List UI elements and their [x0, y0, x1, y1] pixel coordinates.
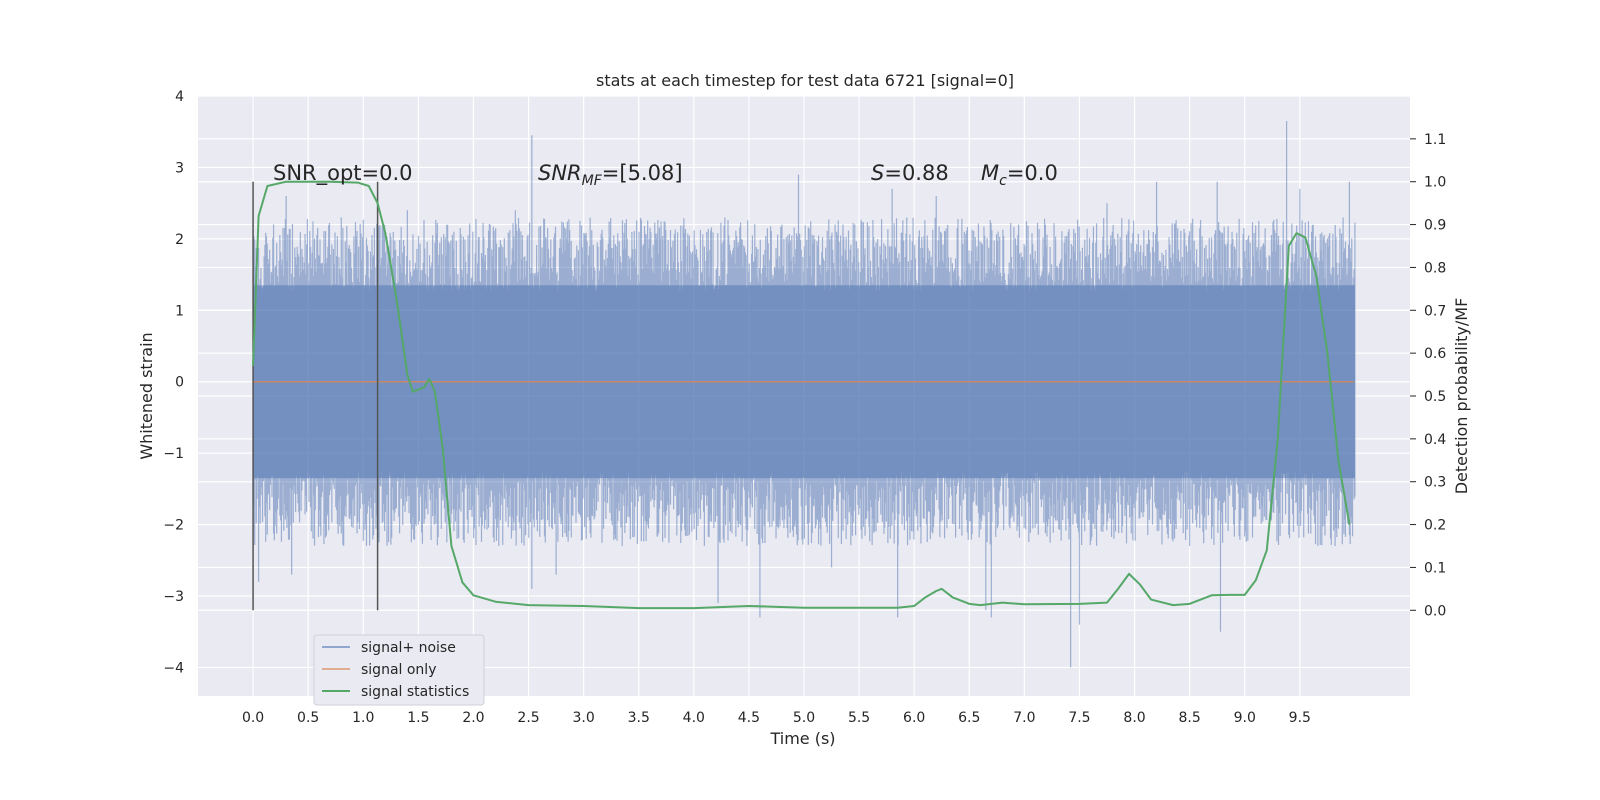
y-tick-label: 0: [175, 375, 184, 391]
annotation-snr-opt: SNR_opt=0.0: [273, 161, 413, 186]
x-tick-label: 1.5: [407, 710, 429, 726]
annotation-mc: Mc=0.0: [981, 161, 1058, 189]
y2-tick-label: 0.3: [1424, 475, 1446, 491]
x-tick-label: 0.0: [242, 710, 264, 726]
x-tick-label: 7.5: [1068, 710, 1090, 726]
y-tick-labels: −4 −3 −2 −1 0 1 2 3 4: [163, 89, 184, 676]
legend: signal+ noise signal only signal statist…: [313, 634, 485, 706]
y2-tick-labels: 0.0 0.1 0.2 0.3 0.4 0.5 0.6 0.7 0.8 0.9 1.0 1.1: [1410, 132, 1446, 619]
annotation-mc-var: M: [981, 161, 999, 185]
annotation-mc-value: =0.0: [1007, 161, 1058, 185]
legend-label-signal-plus-noise: signal+ noise: [361, 640, 456, 656]
x-tick-label: 2.0: [462, 710, 484, 726]
y2-tick-label: 0.9: [1424, 218, 1446, 234]
y-tick-label: 1: [175, 303, 184, 319]
annotation-s: S=0.88: [871, 161, 949, 185]
y2-tick-label: 0.0: [1424, 603, 1446, 619]
y-tick-label: 4: [175, 89, 184, 105]
annotation-snr-mf-value: =[5.08]: [602, 161, 683, 185]
legend-box: [313, 634, 485, 706]
x-tick-label: 8.0: [1123, 710, 1145, 726]
y-tick-label: −1: [163, 446, 184, 462]
x-tick-label: 5.0: [793, 710, 815, 726]
y2-tick-label: 0.6: [1424, 346, 1446, 362]
y-tick-label: 3: [175, 160, 184, 176]
x-tick-label: 0.5: [297, 710, 319, 726]
y2-tick-label: 1.1: [1424, 132, 1446, 148]
y2-tick-label: 0.5: [1424, 389, 1446, 405]
x-tick-label: 6.0: [903, 710, 925, 726]
y-tick-label: −3: [163, 589, 184, 605]
y2-tick-label: 0.8: [1424, 260, 1446, 276]
annotation-s-value: =0.88: [884, 161, 948, 185]
y2-tick-label: 0.2: [1424, 518, 1446, 534]
legend-label-signal-only: signal only: [361, 662, 436, 678]
y2-axis-label: Detection probability/MF: [1452, 298, 1471, 495]
x-tick-label: 3.0: [573, 710, 595, 726]
annotation-snr-mf-sub: MF: [582, 173, 603, 189]
legend-label-signal-statistics: signal statistics: [361, 684, 469, 700]
x-tick-label: 5.5: [848, 710, 870, 726]
y-tick-label: −2: [163, 518, 184, 534]
annotation-s-var: S: [871, 161, 884, 185]
y-tick-label: 2: [175, 232, 184, 248]
y-axis-label: Whitened strain: [137, 332, 156, 459]
x-tick-label: 6.5: [958, 710, 980, 726]
y2-tick-label: 0.4: [1424, 432, 1446, 448]
y2-tick-label: 0.7: [1424, 303, 1446, 319]
x-tick-labels: 0.0 0.5 1.0 1.5 2.0 2.5 3.0 3.5 4.0 4.5 5.0 5.5 6.0 6…: [242, 710, 1311, 726]
x-tick-label: 1.0: [352, 710, 374, 726]
x-tick-label: 4.5: [738, 710, 760, 726]
x-axis-label: Time (s): [769, 729, 835, 748]
x-tick-label: 2.5: [517, 710, 539, 726]
y2-tick-label: 0.1: [1424, 560, 1446, 576]
annotation-mc-sub: c: [999, 173, 1007, 189]
chart-title: stats at each timestep for test data 672…: [596, 71, 1014, 90]
annotation-snr-mf-var: SNR: [538, 161, 582, 185]
x-tick-label: 9.0: [1234, 710, 1256, 726]
y-tick-label: −4: [163, 660, 184, 676]
series-signal-statistics: [252, 180, 1351, 610]
x-tick-label: 4.0: [683, 710, 705, 726]
time-markers: [252, 181, 379, 611]
y2-tick-label: 1.0: [1424, 175, 1446, 191]
x-tick-label: 7.0: [1013, 710, 1035, 726]
x-tick-label: 9.5: [1289, 710, 1311, 726]
x-tick-label: 3.5: [628, 710, 650, 726]
signal-statistics-line: [252, 180, 1351, 610]
annotation-snr-mf: SNRMF=[5.08]: [538, 161, 683, 189]
x-tick-label: 8.5: [1179, 710, 1201, 726]
